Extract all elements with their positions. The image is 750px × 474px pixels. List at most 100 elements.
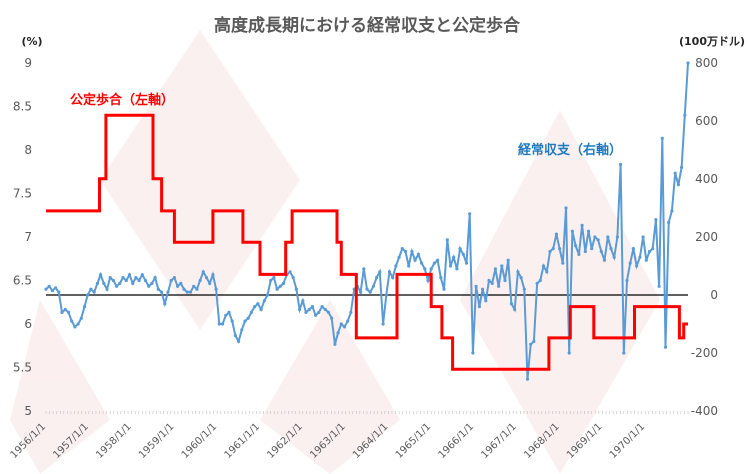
- current-account-markers: [44, 61, 690, 381]
- current-account-point: [301, 299, 305, 303]
- current-account-point: [676, 183, 681, 187]
- current-account-point: [208, 281, 212, 285]
- current-account-point: [265, 293, 270, 297]
- left-axis-ticks: 5 5.5 6 6.5 7 7.5 8 8.5 9: [13, 56, 32, 418]
- current-account-point: [680, 165, 684, 169]
- current-account-point: [143, 278, 148, 283]
- current-account-point: [298, 307, 302, 312]
- current-account-point: [185, 290, 189, 294]
- left-tick-label: 8: [24, 143, 32, 157]
- current-account-point: [281, 281, 286, 285]
- current-account-point: [246, 316, 250, 320]
- current-account-point: [461, 252, 465, 256]
- left-tick-label: 8.5: [13, 100, 32, 114]
- current-account-point: [336, 331, 340, 335]
- current-account-point: [342, 325, 347, 329]
- right-tick-label: -200: [691, 346, 718, 360]
- current-account-point: [403, 249, 408, 254]
- current-account-point: [63, 307, 67, 312]
- discount-rate-annotation: 公定歩合（左軸）: [70, 92, 174, 108]
- left-axis-unit: (%): [21, 35, 42, 48]
- current-account-point: [400, 247, 404, 251]
- current-account-point: [381, 322, 385, 326]
- current-account-point: [638, 255, 642, 259]
- current-account-point: [481, 287, 485, 291]
- current-account-point: [160, 290, 164, 294]
- current-account-point: [95, 281, 99, 285]
- x-tick-label: 1965/1/1: [394, 421, 434, 461]
- x-axis-tick-marks: [45, 411, 689, 414]
- right-tick-label: 400: [695, 172, 718, 186]
- current-account-point: [413, 258, 417, 262]
- current-account-point: [394, 264, 398, 268]
- current-account-point: [291, 276, 295, 280]
- current-account-point: [195, 287, 199, 291]
- current-account-point: [548, 249, 552, 254]
- current-account-point: [172, 276, 176, 280]
- current-account-point: [256, 302, 260, 306]
- left-tick-label: 6.5: [13, 274, 32, 288]
- current-account-point: [606, 235, 610, 239]
- current-account-point: [416, 252, 420, 256]
- current-account-point: [439, 276, 443, 280]
- current-account-point: [541, 264, 546, 268]
- current-account-point: [201, 270, 205, 274]
- right-tick-label: 600: [695, 114, 718, 128]
- current-account-point: [635, 264, 639, 268]
- discount-rate-line: [46, 113, 688, 371]
- current-account-point: [532, 339, 536, 343]
- current-account-point: [580, 223, 584, 227]
- current-account-point: [429, 267, 433, 271]
- current-account-point: [561, 261, 565, 265]
- current-account-point: [359, 290, 363, 294]
- current-account-point: [387, 270, 392, 274]
- current-account-point: [253, 305, 257, 309]
- current-account-point: [410, 249, 414, 254]
- current-account-point: [127, 273, 132, 277]
- current-account-point: [118, 281, 122, 285]
- current-account-point: [326, 310, 331, 314]
- current-account-point: [490, 281, 494, 285]
- current-account-point: [227, 310, 231, 314]
- current-account-point: [371, 284, 375, 288]
- current-account-point: [564, 206, 568, 210]
- current-account-point: [294, 287, 298, 291]
- current-account-point: [464, 261, 469, 265]
- current-account-point: [153, 276, 157, 280]
- current-account-point: [105, 287, 109, 291]
- current-account-point: [307, 307, 311, 312]
- current-account-point: [131, 281, 135, 285]
- current-account-point: [455, 267, 459, 271]
- current-account-point: [365, 287, 369, 291]
- current-account-point: [448, 264, 453, 268]
- current-account-point: [519, 276, 523, 280]
- current-account-point: [384, 293, 388, 297]
- current-account-point: [471, 351, 475, 355]
- current-account-point: [477, 305, 481, 309]
- current-account-point: [317, 310, 321, 314]
- current-account-point: [349, 310, 353, 314]
- current-account-point: [66, 310, 71, 314]
- current-account-point: [596, 238, 600, 242]
- current-account-point: [375, 276, 379, 280]
- background-watermark: [10, 30, 660, 474]
- current-account-point: [288, 270, 292, 274]
- current-account-point: [609, 247, 613, 251]
- current-account-point: [651, 247, 655, 251]
- current-account-point: [497, 284, 501, 288]
- left-tick-label: 9: [24, 56, 32, 70]
- current-account-point: [612, 255, 616, 259]
- current-account-point: [310, 305, 314, 309]
- current-account-point: [79, 316, 83, 320]
- current-account-point: [249, 310, 253, 314]
- current-account-point: [570, 229, 575, 233]
- current-account-point: [493, 267, 497, 271]
- current-account-point: [513, 307, 517, 312]
- x-tick-label: 1960/1/1: [180, 421, 220, 461]
- current-account-point: [92, 290, 96, 294]
- current-account-point: [82, 305, 87, 309]
- current-account-point: [314, 313, 318, 317]
- current-account-point: [233, 334, 237, 338]
- current-account-point: [163, 302, 167, 306]
